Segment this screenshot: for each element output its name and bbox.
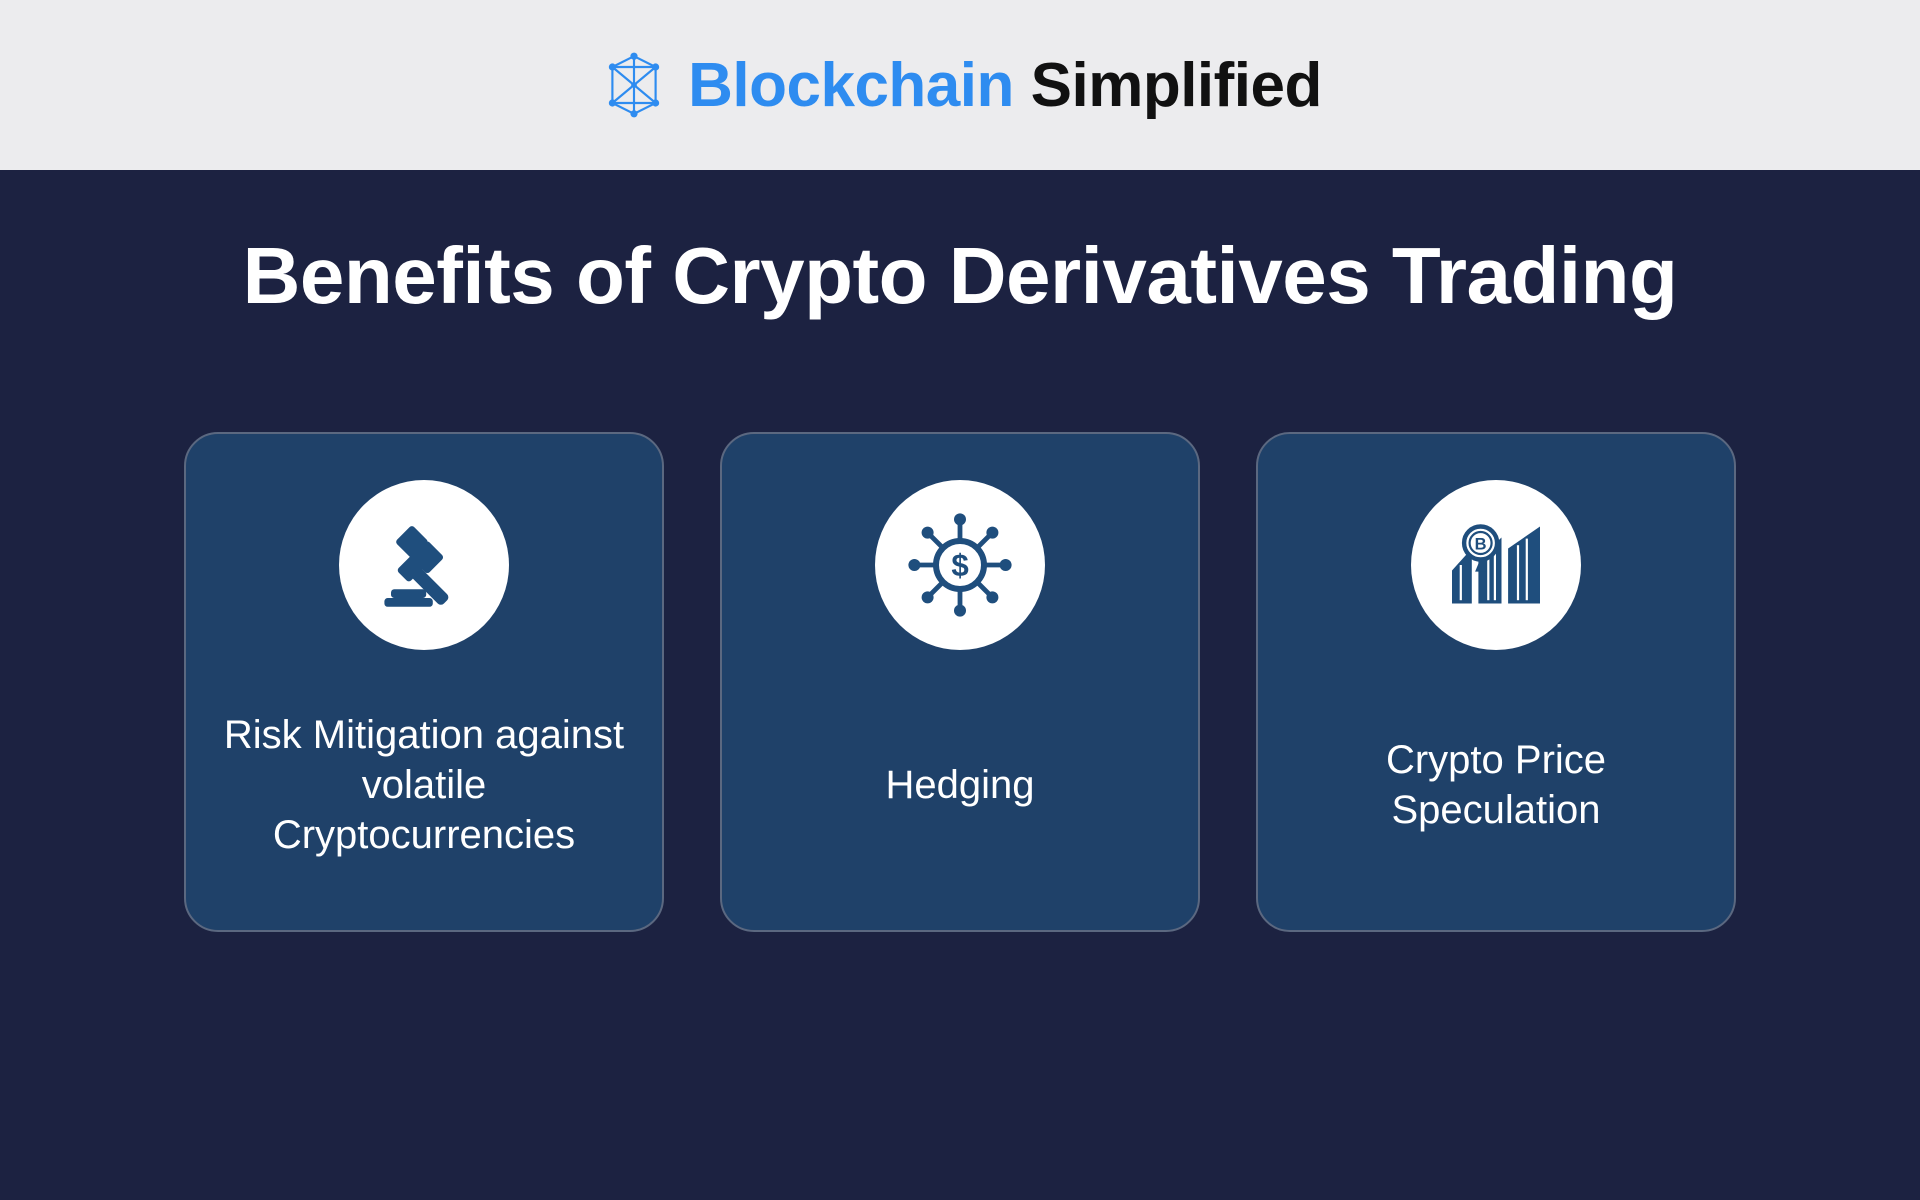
card-hedging: $ Hedging xyxy=(720,432,1200,932)
logo-text: Blockchain Simplified xyxy=(688,50,1322,121)
card-label: Hedging xyxy=(885,686,1034,884)
svg-text:$: $ xyxy=(951,548,968,583)
card-risk-mitigation: Risk Mitigation against volatile Cryptoc… xyxy=(184,432,664,932)
header: Blockchain Simplified xyxy=(0,0,1920,170)
card-label: Crypto Price Speculation xyxy=(1294,686,1698,884)
dollar-network-icon: $ xyxy=(875,480,1045,650)
main-panel: Benefits of Crypto Derivatives Trading R… xyxy=(0,170,1920,1200)
logo-icon xyxy=(598,49,670,121)
logo-word-simplified: Simplified xyxy=(1014,51,1322,120)
page-title: Benefits of Crypto Derivatives Trading xyxy=(243,230,1678,322)
chart-bitcoin-icon: B xyxy=(1411,480,1581,650)
card-speculation: B Crypto Price Speculation xyxy=(1256,432,1736,932)
card-label: Risk Mitigation against volatile Cryptoc… xyxy=(222,686,626,884)
gavel-icon xyxy=(339,480,509,650)
svg-text:B: B xyxy=(1475,536,1487,554)
logo-word-blockchain: Blockchain xyxy=(688,51,1014,120)
cards-row: Risk Mitigation against volatile Cryptoc… xyxy=(180,432,1740,932)
